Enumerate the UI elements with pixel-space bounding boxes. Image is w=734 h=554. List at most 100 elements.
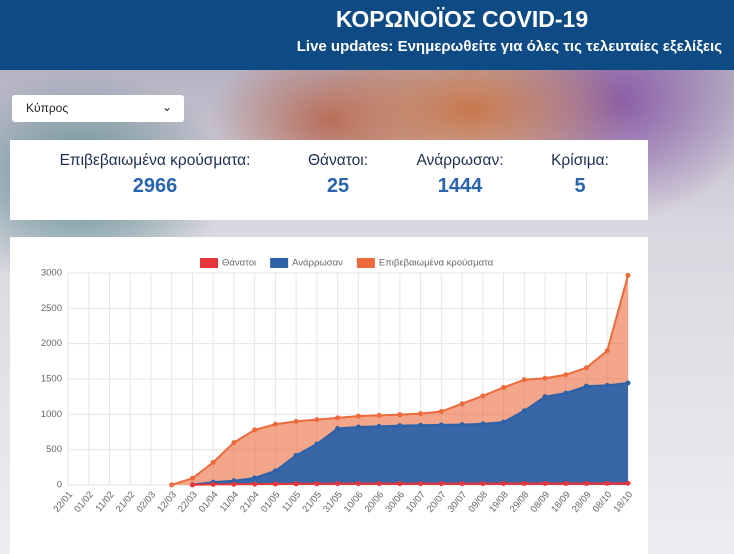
x-tick-label: 18/10 (612, 489, 636, 514)
data-point (604, 382, 610, 388)
x-tick-label: 22/01 (52, 489, 76, 514)
y-tick-label: 500 (46, 444, 62, 455)
data-point (355, 413, 361, 419)
x-tick-label: 19/08 (487, 489, 511, 514)
x-tick-label: 11/02 (93, 489, 116, 514)
data-point (584, 383, 590, 389)
stat-value: 1444 (437, 175, 483, 197)
data-point (542, 480, 548, 486)
stat-label: Κρίσιμα: (551, 152, 609, 169)
data-point (418, 422, 424, 428)
data-point (314, 441, 320, 447)
series-area (192, 382, 628, 485)
series-line (192, 381, 629, 486)
page-title: ΚΟΡΩΝΟΪΟΣ COVID-19 (335, 6, 589, 32)
series-line (192, 482, 629, 486)
data-point (480, 481, 486, 487)
data-point (189, 482, 195, 488)
x-tick-label: 01/02 (72, 489, 96, 514)
data-point (335, 415, 341, 421)
data-point (272, 481, 278, 487)
y-tick-label: 1500 (41, 374, 62, 385)
data-point (335, 481, 341, 487)
data-point (252, 475, 258, 481)
legend-swatch (270, 258, 289, 268)
legend-label: Θάνατοι (222, 258, 256, 269)
data-point (542, 375, 548, 381)
stat: Θάνατοι: 25 (308, 152, 368, 198)
data-point (293, 481, 299, 487)
x-tick-label: 21/02 (114, 489, 138, 514)
y-tick-label: 3000 (41, 268, 62, 279)
data-point (189, 475, 195, 481)
x-tick-label: 21/04 (238, 489, 262, 514)
data-point (459, 481, 465, 487)
data-point (501, 481, 507, 487)
x-tick-label: 08/09 (529, 489, 553, 514)
data-point (335, 425, 341, 431)
data-point (521, 377, 527, 383)
data-point (376, 481, 382, 487)
x-tick-label: 30/07 (446, 489, 470, 514)
data-point (604, 348, 610, 354)
data-point (231, 478, 237, 484)
data-point (355, 481, 361, 487)
x-tick-label: 01/05 (259, 489, 283, 514)
stat: Κρίσιμα: 5 (551, 152, 609, 198)
data-point (210, 481, 216, 487)
data-point (542, 394, 548, 400)
data-point (314, 481, 320, 487)
x-tick-label: 22/03 (176, 489, 200, 514)
data-point (376, 423, 382, 429)
stat-value: 2966 (132, 175, 178, 197)
data-point (625, 480, 631, 486)
data-point (459, 422, 465, 428)
x-tick-label: 28/09 (570, 489, 594, 514)
data-point (397, 412, 403, 418)
data-point (231, 481, 237, 487)
header: ΚΟΡΩΝΟΪΟΣ COVID-19 Live updates: Ενημερω… (0, 0, 734, 70)
y-tick-label: 2500 (41, 303, 62, 314)
legend-label: Ανάρρωσαν (292, 258, 343, 269)
x-tick-label: 20/06 (363, 489, 387, 514)
x-tick-label: 30/06 (383, 489, 407, 514)
data-point (625, 272, 631, 278)
data-point (521, 408, 527, 414)
data-point (272, 468, 278, 474)
data-point (438, 481, 444, 487)
data-point (563, 372, 569, 378)
stat-value: 5 (574, 175, 586, 197)
x-tick-label: 18/09 (549, 489, 573, 514)
data-point (625, 380, 631, 386)
page-subtitle: Live updates: Ενημερωθείτε για όλες τις … (296, 38, 722, 55)
stat: Ανάρρωσαν: 1444 (416, 152, 503, 198)
chart: 05001000150020002500300022/0101/0211/022… (41, 258, 636, 515)
data-point (584, 365, 590, 371)
data-point (459, 401, 465, 407)
select-arrow: ⌄ (161, 100, 172, 114)
data-point (293, 418, 299, 424)
x-tick-label: 20/07 (425, 489, 449, 514)
country-select[interactable]: Κύπρος ⌄ (12, 95, 184, 122)
y-tick-label: 0 (57, 480, 62, 491)
data-point (480, 421, 486, 427)
data-point (272, 421, 278, 427)
data-point (376, 412, 382, 418)
data-point (231, 440, 237, 446)
x-tick-label: 09/08 (466, 489, 490, 514)
stat-value: 25 (326, 175, 350, 197)
data-point (293, 452, 299, 458)
chart-card: 0 500 1000 1500 2000 2500 3000 22/01 01/02 11/02 2… (10, 237, 648, 554)
x-tick-label: 10/07 (404, 489, 428, 514)
data-point (438, 422, 444, 428)
legend-swatch (356, 258, 375, 268)
data-point (501, 384, 507, 390)
x-tick-label: 02/03 (134, 489, 158, 514)
stats-card: Επιβεβαιωμένα κρούσματα: 2966 Θάνατοι: 25 Αν… (10, 140, 648, 220)
x-tick-label: 11/04 (218, 489, 241, 514)
x-tick-label: 08/10 (591, 489, 615, 514)
data-point (604, 480, 610, 486)
data-point (397, 423, 403, 429)
legend-swatch (200, 258, 218, 268)
data-point (314, 417, 320, 423)
